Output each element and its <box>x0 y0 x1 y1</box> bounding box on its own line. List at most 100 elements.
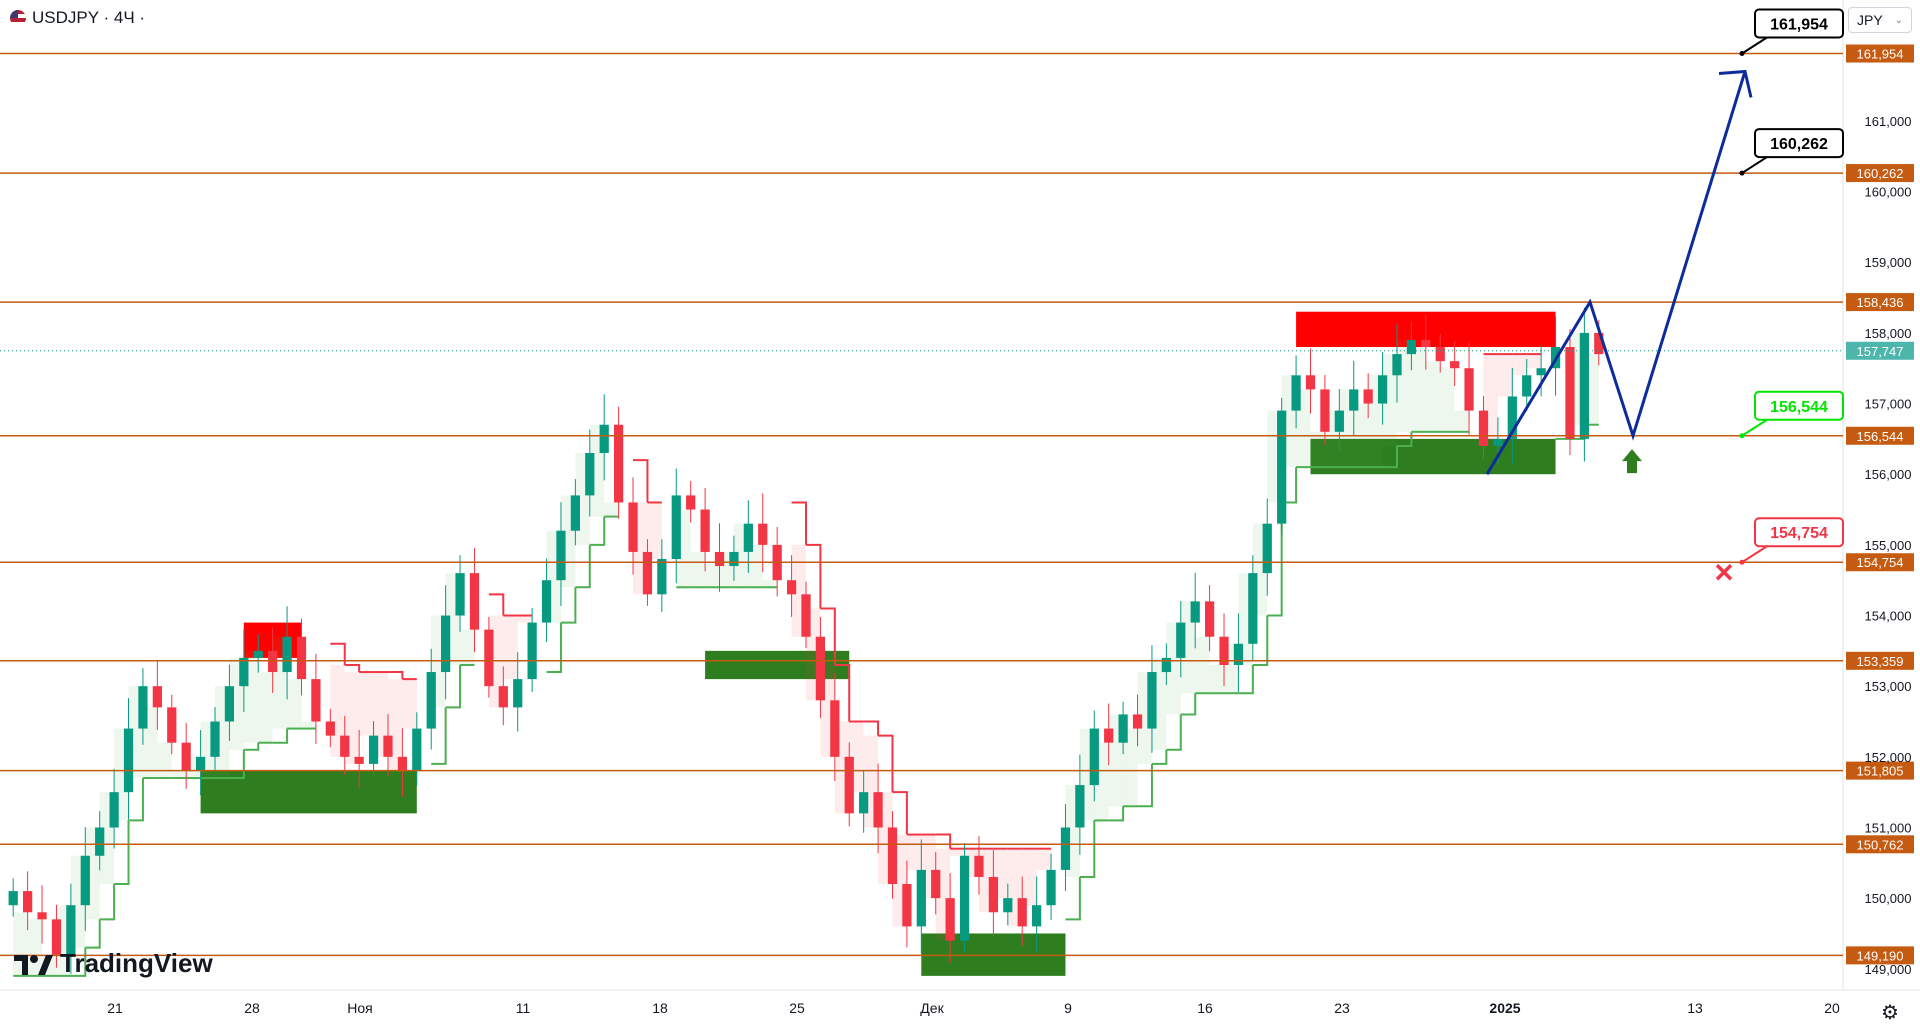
candle <box>714 523 725 592</box>
price-tick-label: 160,000 <box>1865 185 1912 200</box>
candle-body <box>945 898 955 941</box>
supertrend-line <box>387 671 404 680</box>
candle <box>887 811 898 899</box>
candle <box>1450 341 1460 387</box>
candle <box>8 878 18 917</box>
candle-body <box>51 919 62 955</box>
us-flag-icon <box>10 10 26 26</box>
candle-body <box>628 502 638 552</box>
time-tick-label: 23 <box>1334 1000 1350 1016</box>
symbol-label: USDJPY · 4Ч · <box>32 8 146 27</box>
supertrend-fill <box>1310 431 1325 468</box>
candles-layer <box>8 307 1604 975</box>
candle-body <box>210 721 220 757</box>
current-price-bg <box>1846 341 1914 360</box>
candle-body <box>195 756 206 771</box>
currency-button[interactable]: JPY ⌄ <box>1848 7 1912 33</box>
candle-body <box>1377 375 1388 404</box>
supertrend-line <box>114 820 130 886</box>
candle-body <box>1507 396 1517 439</box>
supertrend-line <box>575 544 591 589</box>
candle-body <box>1349 389 1359 411</box>
candle <box>671 468 681 584</box>
candle <box>441 585 451 700</box>
candle-body <box>729 551 739 567</box>
candle-body <box>988 876 998 913</box>
supertrend-line <box>70 947 87 977</box>
candle-body <box>844 756 854 814</box>
candle-body <box>498 686 508 708</box>
candle <box>138 668 148 745</box>
level-label-bg <box>1846 44 1914 63</box>
candle <box>1190 572 1200 649</box>
candle-body <box>1406 339 1417 355</box>
candle-body <box>1334 410 1344 432</box>
brand-label: TradingView <box>60 948 213 978</box>
candle <box>224 664 235 741</box>
candle <box>686 480 696 523</box>
candle <box>23 871 33 931</box>
callout-anchor <box>1739 559 1745 565</box>
candle <box>1219 613 1229 686</box>
candle <box>729 535 739 581</box>
callout-box <box>1754 390 1844 421</box>
supertrend-line <box>633 459 649 503</box>
candle-body <box>887 827 898 885</box>
supertrend-line <box>560 587 577 624</box>
candle-body <box>80 855 90 906</box>
candle-body <box>1320 389 1330 432</box>
level-label-bg <box>1846 651 1914 670</box>
supertrend-line <box>445 664 462 709</box>
settings-gear-icon[interactable]: ⚙ <box>1881 1001 1899 1024</box>
chart-grid <box>0 0 1920 991</box>
level-label-bg <box>1846 835 1914 854</box>
supertrend-line <box>1267 502 1283 617</box>
supertrend-line <box>834 663 851 722</box>
candle <box>830 673 840 781</box>
supertrend-fill <box>1036 848 1052 870</box>
supertrend-line <box>85 919 101 949</box>
supertrend-line <box>1166 714 1182 751</box>
candle <box>786 555 797 617</box>
candle-body <box>1204 601 1215 637</box>
time-tick-label: 20 <box>1824 1000 1840 1016</box>
candle <box>1392 323 1402 403</box>
candle-body <box>1248 573 1258 644</box>
candle <box>1349 360 1359 437</box>
candle <box>152 661 162 730</box>
callout-label: 161,954 <box>1770 17 1828 34</box>
candle-body <box>484 629 494 687</box>
candle <box>1161 643 1171 686</box>
symbol-header[interactable]: USDJPY · 4Ч · <box>10 8 145 28</box>
candle <box>1305 348 1316 414</box>
candle <box>1233 613 1244 693</box>
candle <box>397 728 408 797</box>
time-tick-label: 28 <box>244 1000 260 1016</box>
level-label: 150,762 <box>1857 837 1904 852</box>
candle <box>743 500 753 573</box>
supertrend-line <box>99 884 116 921</box>
candle-body <box>1233 643 1244 665</box>
time-tick-label: 2025 <box>1489 1000 1520 1016</box>
currency-label: JPY <box>1857 12 1883 28</box>
callout-box <box>1754 517 1844 548</box>
supertrend-fill <box>359 672 374 736</box>
candle <box>556 502 566 606</box>
supertrend-fill <box>950 848 965 856</box>
supertrend-fill <box>402 679 417 729</box>
candle-body <box>570 495 580 531</box>
candle-body <box>296 636 307 680</box>
candle <box>945 873 955 964</box>
candle <box>1032 876 1042 953</box>
supertrend-fill <box>1454 410 1470 432</box>
supertrend-fill <box>258 672 273 743</box>
candle <box>902 860 912 948</box>
candle-body <box>253 650 263 658</box>
candle <box>527 608 537 693</box>
chevron-down-icon: ⌄ <box>1894 14 1903 26</box>
candle <box>1363 373 1373 419</box>
supertrend-line <box>791 501 807 545</box>
price-tick-label: 159,000 <box>1865 255 1912 270</box>
level-label-bg <box>1846 946 1914 965</box>
